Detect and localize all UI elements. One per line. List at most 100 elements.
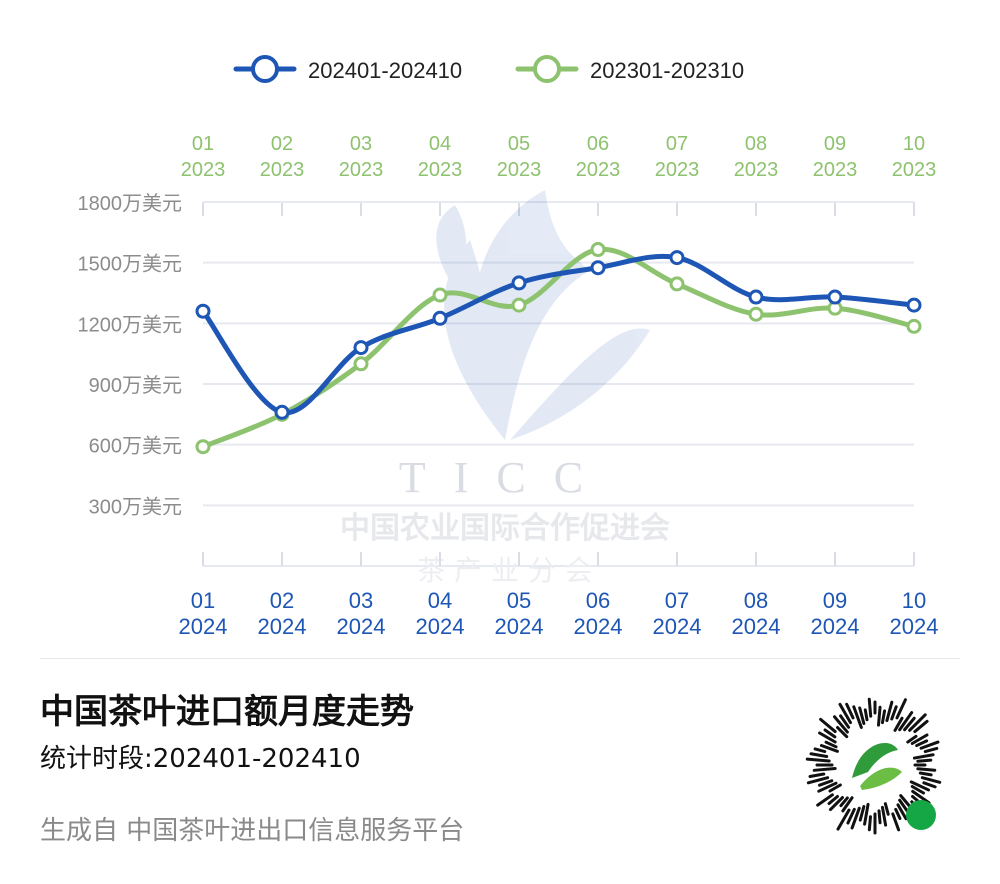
- qr-ray: [819, 717, 837, 734]
- qr-ray: [919, 740, 940, 750]
- qr-ray: [805, 757, 831, 763]
- qr-code-icon: [805, 697, 942, 835]
- qr-ray: [922, 781, 937, 789]
- top-tick-label: 2023: [655, 159, 700, 181]
- bottom-tick-label: 03: [349, 588, 373, 613]
- qr-ray: [836, 808, 851, 831]
- bottom-tick-label: 2024: [890, 614, 939, 639]
- qr-ray: [906, 734, 918, 744]
- source-text: 生成自 中国茶叶进出口信息服务平台: [40, 816, 465, 846]
- y-tick-label: 900万美元: [89, 374, 182, 397]
- data-point: [195, 439, 211, 455]
- top-tick-label: 06: [587, 133, 609, 155]
- series-layer: [195, 242, 922, 455]
- watermark-ticc: TICC: [399, 453, 611, 502]
- watermark-org: 中国农业国际合作促进会: [340, 511, 670, 546]
- bottom-tick-label: 2024: [811, 614, 860, 639]
- bottom-tick-label: 2024: [337, 614, 386, 639]
- data-point: [353, 356, 369, 372]
- data-point: [353, 340, 369, 356]
- bottom-tick-label: 01: [191, 588, 215, 613]
- qr-ray: [819, 744, 839, 753]
- legend-marker: [251, 55, 279, 83]
- qr-ray: [809, 752, 829, 758]
- qr-ray: [813, 747, 827, 754]
- top-tick-label: 08: [745, 133, 767, 155]
- data-point: [511, 297, 527, 313]
- data-point: [274, 404, 290, 420]
- bottom-tick-label: 04: [428, 588, 452, 613]
- top-tick-label: 01: [192, 133, 214, 155]
- qr-ray: [894, 807, 902, 820]
- qr-ray: [898, 711, 914, 732]
- top-tick-label: 05: [508, 133, 530, 155]
- qr-ray: [867, 815, 872, 832]
- qr-ray: [836, 726, 849, 739]
- qr-ray: [903, 716, 916, 732]
- qr-ray: [895, 698, 907, 720]
- leaf-icon: [444, 240, 505, 440]
- legend-marker: [533, 55, 561, 83]
- qr-ray: [916, 758, 933, 763]
- data-point: [590, 242, 606, 258]
- top-tick-label: 2023: [497, 159, 542, 181]
- qr-ray: [824, 740, 838, 749]
- top-tick-label: 2023: [260, 159, 305, 181]
- top-tick-label: 2023: [813, 159, 858, 181]
- qr-ray: [880, 805, 888, 827]
- qr-ray: [863, 708, 869, 722]
- qr-rays: [805, 697, 942, 835]
- bottom-tick-label: 02: [270, 588, 294, 613]
- bottom-tick-label: 2024: [179, 614, 228, 639]
- qr-ray: [818, 731, 837, 744]
- legend-label: 202301-202310: [590, 58, 744, 83]
- bottom-tick-label: 05: [507, 588, 531, 613]
- qr-ray: [910, 785, 925, 795]
- data-point: [906, 297, 922, 313]
- qr-ray: [852, 705, 863, 729]
- footer-divider: [40, 658, 960, 659]
- qr-ray: [816, 793, 834, 807]
- data-point: [432, 310, 448, 326]
- top-tick-label: 2023: [892, 159, 937, 181]
- qr-ray: [896, 803, 908, 821]
- mini-program-qr-icon[interactable]: [790, 680, 960, 850]
- top-x-axis: 01 2023 02 2023 03 2023 04 2023 05 2023 06 2023 07 20…: [181, 133, 937, 216]
- top-tick-label: 02: [271, 133, 293, 155]
- bottom-tick-label: 10: [902, 588, 926, 613]
- qr-ray: [838, 702, 852, 725]
- qr-ray: [817, 781, 838, 793]
- watermark-emblem: [436, 190, 650, 440]
- leaf-icon: [852, 743, 898, 778]
- top-tick-label: 04: [429, 133, 451, 155]
- qr-ray: [818, 779, 834, 787]
- qr-ray: [920, 776, 942, 784]
- bottom-tick-label: 09: [823, 588, 847, 613]
- qr-ray: [812, 766, 837, 772]
- series-line: [200, 246, 917, 450]
- grid: [203, 201, 914, 567]
- qr-ray: [850, 806, 861, 830]
- qr-ray: [877, 809, 882, 825]
- data-point: [590, 260, 606, 276]
- leaf-icon-2: [860, 767, 902, 790]
- data-point: [669, 250, 685, 266]
- statistics-period: 统计时段:202401-202410: [40, 744, 361, 774]
- data-point: [827, 289, 843, 305]
- data-point: [748, 289, 764, 305]
- bottom-tick-label: 2024: [574, 614, 623, 639]
- qr-ray: [923, 746, 939, 754]
- qr-ray: [858, 805, 866, 822]
- qr-ray: [916, 767, 937, 772]
- y-axis: 1800万美元 1500万美元 1200万美元 900万美元 600万美元 300万美元: [78, 192, 183, 518]
- top-tick-label: 07: [666, 133, 688, 155]
- legend-label: 202401-202410: [308, 58, 462, 83]
- data-point: [432, 287, 448, 303]
- top-tick-label: 2023: [181, 159, 226, 181]
- top-tick-label: 03: [350, 133, 372, 155]
- qr-ray: [885, 700, 894, 723]
- qr-ray: [823, 728, 837, 739]
- bottom-tick-label: 2024: [258, 614, 307, 639]
